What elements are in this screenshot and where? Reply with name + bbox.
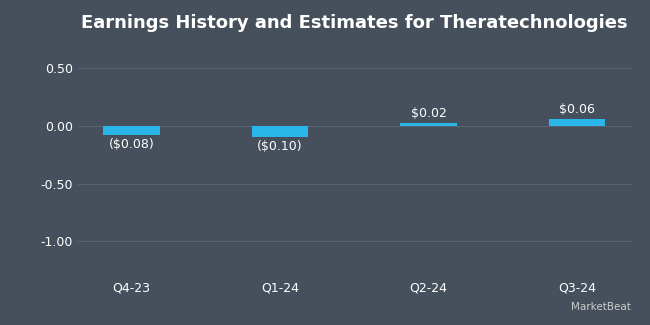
Text: ($0.08): ($0.08) bbox=[109, 138, 154, 151]
Text: ($0.10): ($0.10) bbox=[257, 140, 303, 153]
Bar bbox=[252, 126, 308, 137]
Text: MarketBeat: MarketBeat bbox=[571, 302, 630, 312]
Text: $0.06: $0.06 bbox=[559, 103, 595, 116]
Bar bbox=[549, 119, 605, 126]
Bar bbox=[400, 124, 457, 126]
Text: $0.02: $0.02 bbox=[411, 108, 447, 121]
Title: Earnings History and Estimates for Theratechnologies: Earnings History and Estimates for Thera… bbox=[81, 14, 627, 32]
Bar bbox=[103, 126, 160, 135]
